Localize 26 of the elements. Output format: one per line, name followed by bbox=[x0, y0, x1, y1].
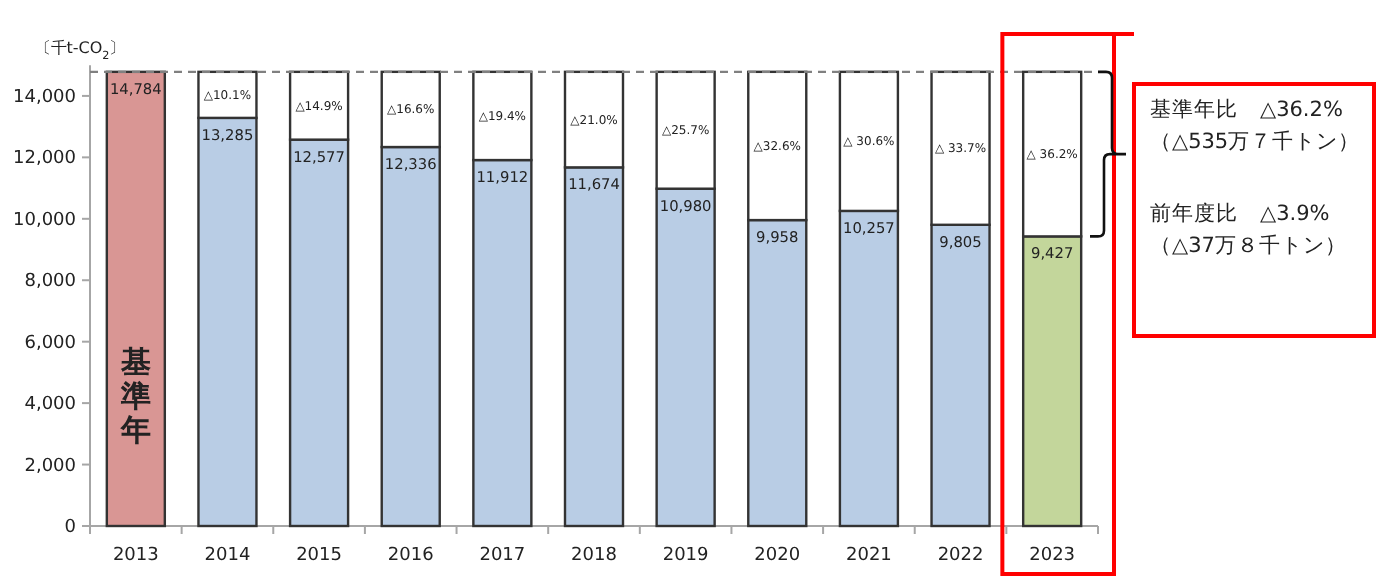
y-tick-label: 8,000 bbox=[24, 272, 77, 293]
x-tick-label: 2018 bbox=[571, 546, 618, 566]
y-tick-label: 14,000 bbox=[13, 87, 77, 108]
y-tick-label: 10,000 bbox=[13, 210, 77, 231]
y-tick-label: 6,000 bbox=[24, 333, 77, 354]
x-tick-label: 2017 bbox=[479, 546, 526, 566]
text: （△535万７千トン） bbox=[1150, 128, 1361, 154]
x-tick-label: 2022 bbox=[937, 546, 984, 566]
y-tick-label: 2,000 bbox=[24, 456, 77, 477]
text: 基準年比 △36.2% bbox=[1150, 96, 1343, 122]
y-tick-label: 4,000 bbox=[24, 395, 77, 416]
y-axis-title: 〔千t-CO$_{2}$〕 bbox=[34, 39, 126, 64]
y-tick-label: 12,000 bbox=[13, 149, 77, 170]
x-tick-label: 2013 bbox=[112, 546, 159, 566]
y-tick-label: 0 bbox=[64, 518, 77, 538]
x-tick-label: 2015 bbox=[296, 546, 342, 566]
text: 前年度比 △3.9% bbox=[1150, 200, 1330, 226]
x-tick-label: 2019 bbox=[662, 546, 710, 566]
x-tick-label: 2014 bbox=[204, 546, 251, 566]
annotation: 基準年 bbox=[118, 344, 151, 449]
x-tick-label: 2016 bbox=[387, 546, 435, 566]
x-tick-label: 2023 bbox=[1029, 546, 1076, 566]
x-tick-label: 2020 bbox=[754, 546, 801, 566]
text: （△37万８千トン） bbox=[1150, 232, 1347, 258]
x-tick-label: 2021 bbox=[846, 546, 892, 566]
bar bbox=[105, 70, 167, 528]
